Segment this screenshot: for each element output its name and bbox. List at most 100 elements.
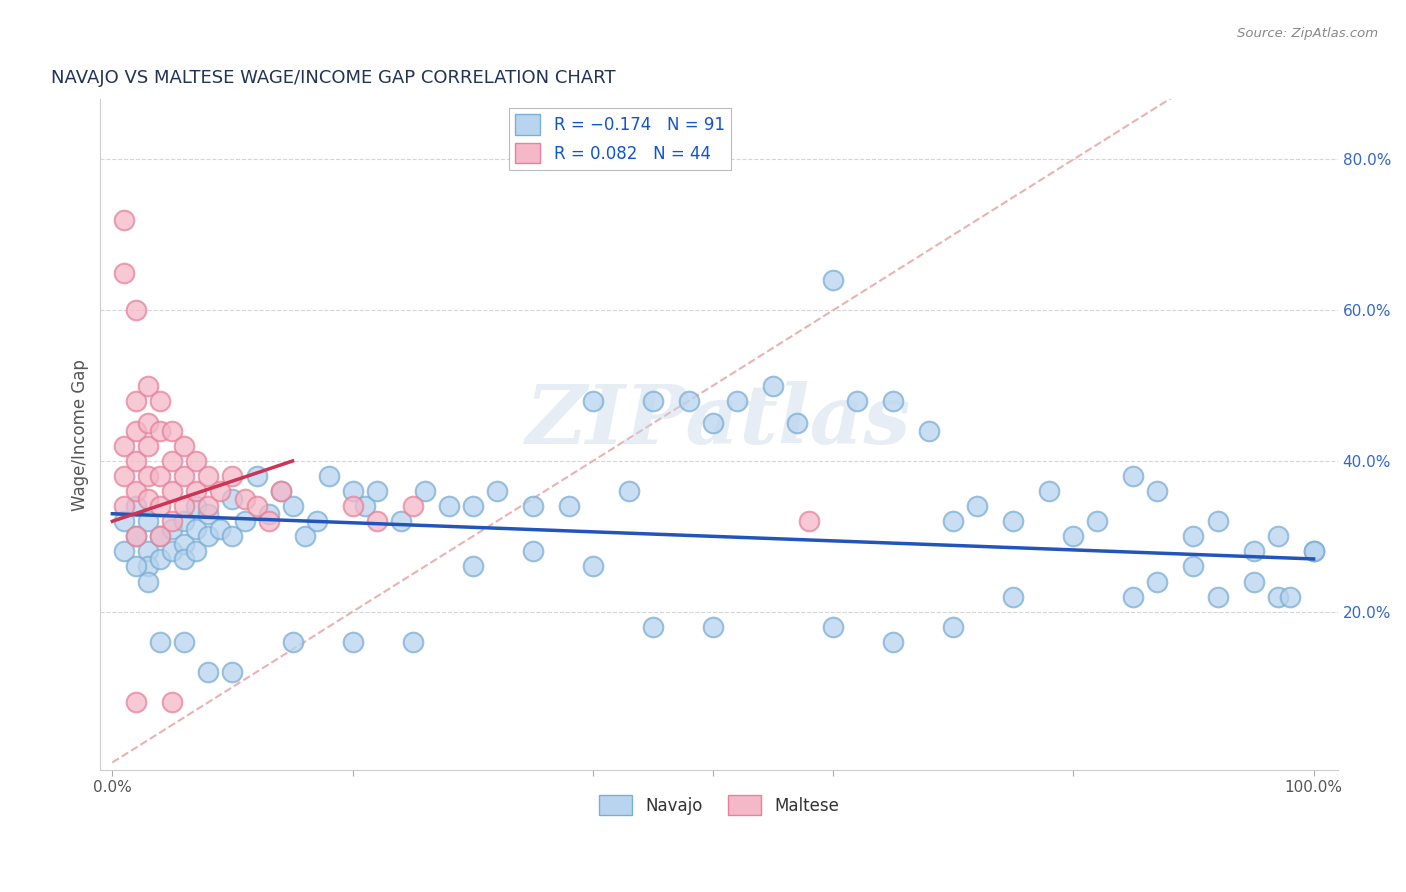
Point [125, 695, 148, 709]
Point [138, 559, 160, 574]
Point [197, 507, 219, 521]
Point [558, 499, 581, 513]
Point [125, 454, 148, 468]
Point [1122, 590, 1144, 604]
Point [270, 484, 292, 499]
Point [485, 484, 508, 499]
Point [221, 529, 243, 543]
Point [125, 529, 148, 543]
Point [1206, 514, 1229, 528]
Point [149, 499, 172, 513]
Point [138, 544, 160, 558]
Point [257, 507, 280, 521]
Point [149, 469, 172, 483]
Point [366, 514, 388, 528]
Point [149, 552, 172, 566]
Point [173, 537, 195, 551]
Point [138, 378, 160, 392]
Point [402, 635, 425, 649]
Point [522, 499, 544, 513]
Point [1087, 514, 1109, 528]
Point [233, 514, 256, 528]
Point [641, 393, 664, 408]
Point [702, 417, 724, 431]
Point [1146, 574, 1168, 589]
Point [138, 469, 160, 483]
Point [1267, 529, 1289, 543]
Point [702, 620, 724, 634]
Point [112, 544, 135, 558]
Point [797, 514, 820, 528]
Point [125, 529, 148, 543]
Text: ZIPatlas: ZIPatlas [526, 381, 911, 461]
Point [112, 514, 135, 528]
Point [966, 499, 988, 513]
Point [138, 514, 160, 528]
Point [522, 544, 544, 558]
Point [1302, 544, 1324, 558]
Point [353, 499, 375, 513]
Point [162, 424, 184, 438]
Point [582, 393, 605, 408]
Point [173, 439, 195, 453]
Legend: Navajo, Maltese: Navajo, Maltese [592, 789, 846, 822]
Point [138, 417, 160, 431]
Point [221, 469, 243, 483]
Point [882, 393, 904, 408]
Point [1002, 514, 1025, 528]
Point [149, 529, 172, 543]
Point [149, 529, 172, 543]
Point [149, 393, 172, 408]
Point [186, 499, 208, 513]
Point [1302, 544, 1324, 558]
Point [138, 439, 160, 453]
Point [162, 484, 184, 499]
Point [257, 514, 280, 528]
Point [125, 424, 148, 438]
Point [112, 499, 135, 513]
Point [162, 695, 184, 709]
Point [209, 522, 232, 536]
Point [173, 635, 195, 649]
Point [582, 559, 605, 574]
Point [221, 491, 243, 506]
Point [125, 303, 148, 318]
Point [173, 514, 195, 528]
Point [112, 439, 135, 453]
Point [186, 544, 208, 558]
Point [162, 454, 184, 468]
Point [1267, 590, 1289, 604]
Point [342, 499, 364, 513]
Point [823, 273, 845, 287]
Point [281, 499, 304, 513]
Point [125, 499, 148, 513]
Point [197, 469, 219, 483]
Point [173, 552, 195, 566]
Point [1062, 529, 1084, 543]
Point [461, 499, 484, 513]
Text: Source: ZipAtlas.com: Source: ZipAtlas.com [1237, 27, 1378, 40]
Point [678, 393, 700, 408]
Point [149, 424, 172, 438]
Point [125, 484, 148, 499]
Point [112, 469, 135, 483]
Point [725, 393, 748, 408]
Point [437, 499, 460, 513]
Point [138, 574, 160, 589]
Point [918, 424, 941, 438]
Point [762, 378, 785, 392]
Point [294, 529, 316, 543]
Point [162, 514, 184, 528]
Point [942, 620, 965, 634]
Point [173, 499, 195, 513]
Point [112, 212, 135, 227]
Point [125, 559, 148, 574]
Point [112, 266, 135, 280]
Point [270, 484, 292, 499]
Point [318, 469, 340, 483]
Text: NAVAJO VS MALTESE WAGE/INCOME GAP CORRELATION CHART: NAVAJO VS MALTESE WAGE/INCOME GAP CORREL… [51, 69, 616, 87]
Point [786, 417, 808, 431]
Point [233, 491, 256, 506]
Y-axis label: Wage/Income Gap: Wage/Income Gap [72, 359, 89, 510]
Point [942, 514, 965, 528]
